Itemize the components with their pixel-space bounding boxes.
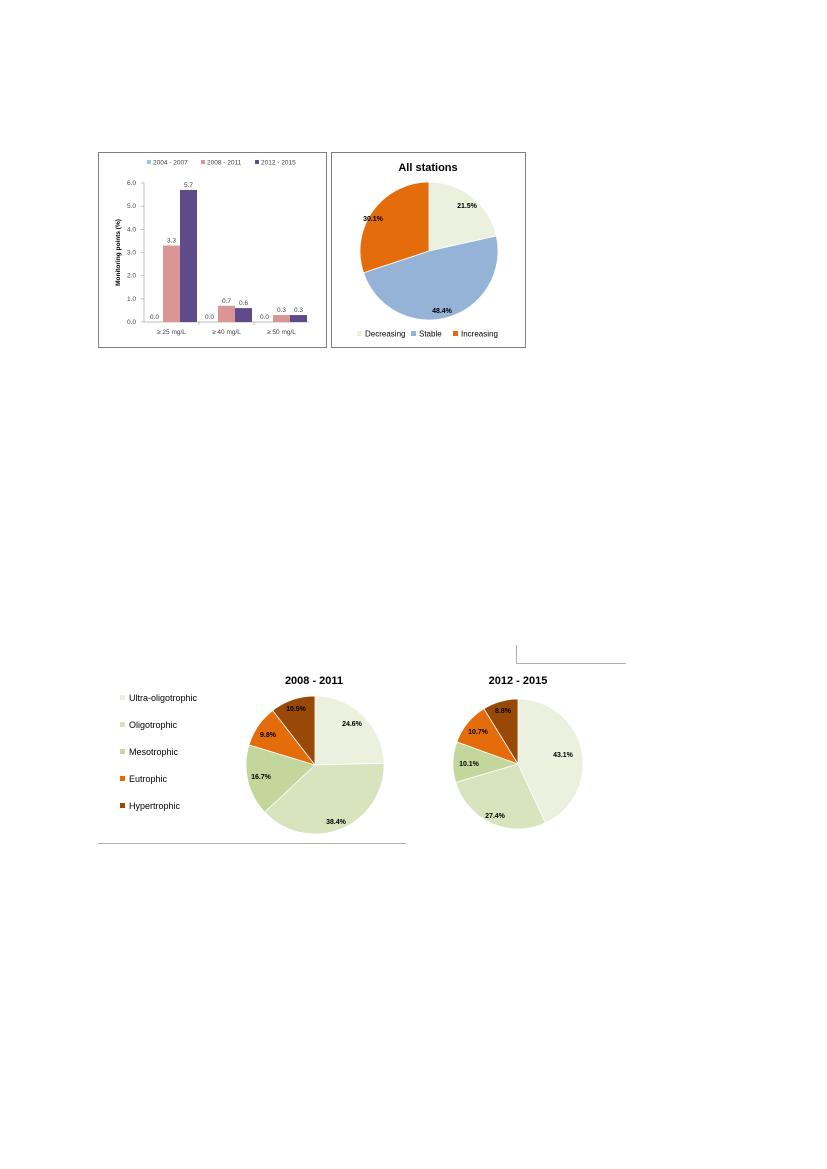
pie-slice [359, 181, 430, 274]
bar [218, 305, 235, 322]
legend-swatch [120, 749, 125, 754]
legend-swatch [201, 160, 205, 164]
bar-value-label: 3.3 [167, 238, 176, 245]
pie-slice [264, 762, 385, 835]
trophic-pies: Ultra-oligotrophic Oligotrophic Mesotrophi… [120, 675, 584, 835]
y-tick-label: 5.0 [127, 203, 136, 210]
legend-swatch [453, 331, 458, 336]
legend-label: 2004 - 2007 [153, 160, 188, 167]
chart-title: All stations [398, 162, 457, 174]
divider-bottom [98, 843, 406, 844]
pie-slice [483, 698, 519, 766]
pie-slice [428, 181, 497, 252]
pie-slice-label: 38.4% [326, 819, 347, 826]
bar-value-label: 0.3 [294, 307, 303, 314]
bar [180, 189, 197, 322]
bar [163, 245, 180, 322]
chart-title: 2012 - 2015 [489, 675, 548, 687]
legend-swatch [357, 331, 362, 336]
pie-slice [314, 695, 385, 766]
y-tick-label: 2.0 [127, 273, 136, 280]
pie-chart-panel: All stations 21.5% 48.4% 30.1% Decreasing Sta… [331, 152, 526, 348]
legend-label: Decreasing [365, 330, 405, 339]
pie-slice-label: 24.6% [342, 721, 363, 728]
bar-value-label: 5.7 [184, 182, 193, 189]
chart-title: 2008 - 2011 [285, 675, 343, 687]
pie-chart-all-stations: All stations 21.5% 48.4% 30.1% Decreasing Sta… [357, 162, 499, 339]
y-tick-label: 4.0 [127, 226, 136, 233]
legend-label: Ultra-oligotrophic [129, 693, 198, 703]
pie-slice-label: 9.8% [260, 732, 277, 739]
pie-slice-label: 48.4% [432, 308, 453, 315]
legend-swatch [120, 695, 125, 700]
bar-value-label: 0.3 [277, 307, 286, 314]
bar [273, 315, 290, 322]
pie-slice [363, 235, 499, 321]
pie-slice-label: 27.4% [485, 813, 506, 820]
y-axis-label: Monitoring points (%) [115, 219, 122, 286]
legend-label: 2008 - 2011 [207, 160, 242, 167]
bar-chart: 2004 - 2007 2008 - 2011 2012 - 2015 0.0 1.0 2… [115, 160, 309, 336]
y-tick-label: 1.0 [127, 296, 136, 303]
x-tick-label: ≥ 50 mg/L [267, 329, 296, 336]
bar-value-label: 0.0 [205, 314, 214, 321]
divider-top [516, 663, 626, 664]
pie-slice-label: 30.1% [363, 216, 384, 223]
pie-slice-label: 10.7% [468, 729, 489, 736]
y-tick-label: 0.0 [127, 319, 136, 326]
legend-label: Oligotrophic [129, 720, 178, 730]
legend-swatch [120, 776, 125, 781]
bar-value-label: 0.6 [239, 300, 248, 307]
y-tick-label: 3.0 [127, 250, 136, 257]
pie-slice-label: 8.8% [495, 708, 512, 715]
trophic-pie-charts: Ultra-oligotrophic Oligotrophic Mesotrophi… [98, 668, 638, 853]
pie-slice [455, 763, 546, 830]
legend-label: Mesotrophic [129, 747, 179, 757]
bar [290, 315, 307, 322]
pie-slice [245, 744, 316, 813]
y-tick-label: 6.0 [127, 180, 136, 187]
divider-vertical [516, 645, 517, 663]
pie-slice-label: 43.1% [553, 752, 574, 759]
pie-slice [272, 695, 316, 767]
bar [235, 308, 252, 322]
bar-value-label: 0.0 [150, 314, 159, 321]
legend-label: Increasing [461, 330, 498, 339]
pie-slice-label: 16.7% [251, 774, 272, 781]
pie-slice [517, 698, 584, 824]
legend-swatch [147, 160, 151, 164]
bar-value-label: 0.0 [260, 314, 269, 321]
legend-label: 2012 - 2015 [261, 160, 296, 167]
legend-swatch [120, 803, 125, 808]
pie-slice-label: 10.1% [459, 761, 480, 768]
legend-label: Stable [419, 330, 442, 339]
bar-value-label: 0.7 [222, 298, 231, 305]
legend-swatch [411, 331, 416, 336]
legend-label: Hypertrophic [129, 801, 181, 811]
pie-slice-label: 10.5% [286, 706, 307, 713]
legend-label: Eutrophic [129, 774, 168, 784]
legend-swatch [120, 722, 125, 727]
x-tick-label: ≥ 40 mg/L [212, 329, 241, 336]
bar-chart-panel: 2004 - 2007 2008 - 2011 2012 - 2015 0.0 1.0 2… [98, 152, 327, 348]
pie-slice-label: 21.5% [457, 203, 478, 210]
legend-swatch [255, 160, 259, 164]
x-tick-label: ≥ 25 mg/L [157, 329, 186, 336]
